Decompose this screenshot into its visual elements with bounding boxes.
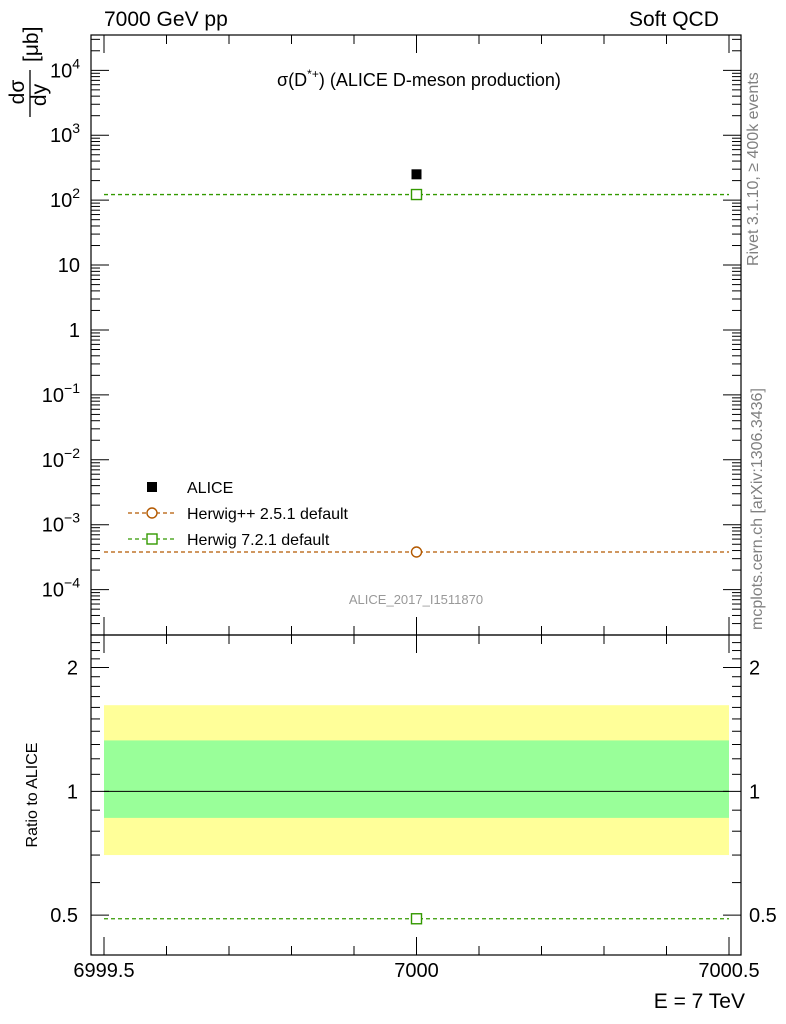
y-tick-label: 10−4 — [42, 575, 80, 602]
mc-point — [410, 188, 423, 201]
ratio-series — [104, 913, 729, 925]
header-left: 7000 GeV pp — [104, 8, 228, 31]
mc-point — [410, 546, 423, 558]
main-panel: 10−4 10−3 10−2 10−1 1 10 102 103 104 σ(D*+) (ALIC… — [6, 27, 742, 636]
legend-label: Herwig 7.2.1 default — [187, 532, 330, 549]
y-tick-label: 10−1 — [42, 380, 80, 407]
y-tick-label: 1 — [69, 320, 80, 342]
mc-point — [410, 913, 423, 925]
y-axis-label-unit: [μb] — [20, 27, 43, 62]
legend: ALICE Herwig++ 2.5.1 default Herwig 7.2.1 … — [128, 480, 349, 549]
series-square — [104, 188, 729, 201]
header-right: Soft QCD — [629, 8, 719, 31]
legend-item: Herwig 7.2.1 default — [128, 532, 330, 549]
main-x-ticks — [103, 35, 730, 635]
x-tick-label: 7000 — [394, 960, 439, 982]
y-tick-label: 10−2 — [42, 445, 80, 472]
y-axis-label: dσ dy [μb] — [6, 27, 51, 117]
legend-label: Herwig++ 2.5.1 default — [187, 506, 349, 523]
ratio-y-tick-label-right: 0.5 — [749, 905, 777, 927]
y-tick-label: 10−3 — [42, 510, 80, 537]
y-tick-label: 103 — [50, 120, 80, 147]
x-tick-label: 6999.5 — [73, 960, 134, 982]
ratio-y-tick-label: 2 — [67, 658, 78, 680]
y-tick-label: 104 — [50, 55, 80, 82]
y-tick-label: 10 — [58, 255, 80, 277]
ratio-y-tick-label: 0.5 — [50, 905, 78, 927]
uncertainty-band-inner — [104, 740, 729, 818]
ratio-panel: 0.5 0.5 1 1 2 2 6999.5 7000 7000.5 Ratio to ALICE… — [24, 634, 777, 1013]
ratio-x-ticks — [103, 635, 730, 955]
legend-marker — [147, 482, 157, 492]
legend-item: ALICE — [147, 480, 233, 497]
main-y-ticks — [91, 38, 741, 636]
y-axis-label-num: dσ — [6, 80, 29, 105]
legend-marker — [146, 533, 158, 545]
ratio-y-tick-label-right: 1 — [749, 781, 760, 803]
data-point — [411, 169, 422, 180]
ratio-y-tick-label: 1 — [67, 781, 78, 803]
y-tick-label: 102 — [50, 185, 80, 212]
chart-title: σ(D*+) (ALICE D-meson production) — [277, 67, 561, 90]
ratio-y-tick-label-right: 2 — [749, 658, 760, 680]
y-axis-label-den: dy — [28, 83, 51, 106]
legend-label: ALICE — [187, 480, 233, 497]
ratio-y-axis-label: Ratio to ALICE — [24, 743, 41, 848]
legend-marker — [146, 507, 158, 519]
analysis-id-label: ALICE_2017_I1511870 — [349, 592, 483, 607]
series-data — [411, 169, 422, 180]
x-tick-label: 7000.5 — [698, 960, 759, 982]
x-axis-label: E = 7 TeV — [654, 990, 745, 1013]
series-circle — [104, 546, 729, 558]
ratio-frame — [90, 634, 742, 956]
legend-item: Herwig++ 2.5.1 default — [128, 506, 349, 523]
